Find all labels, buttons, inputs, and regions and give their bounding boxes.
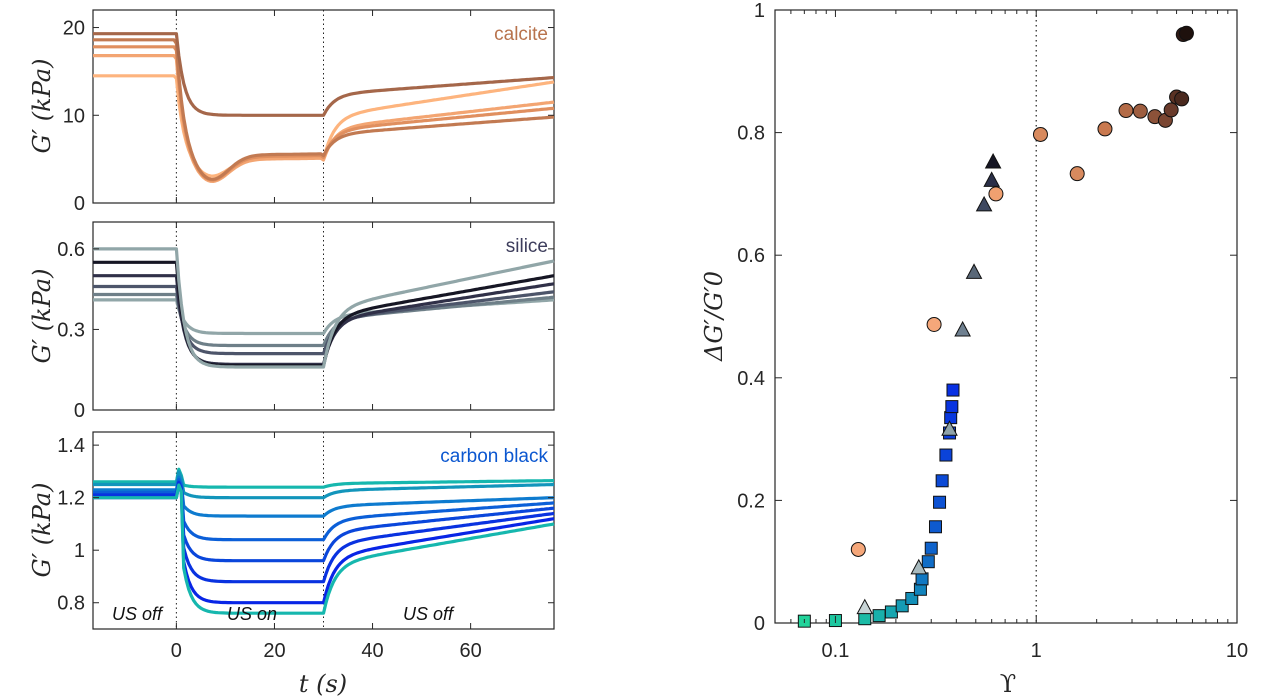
point-carbon-11 [928,520,942,534]
point-carbon-2 [858,612,872,626]
point-calcite-10 [1163,102,1179,118]
silice-series-2 [93,284,555,356]
point-silice-0 [856,598,874,615]
time-xtick-label-1: 20 [263,640,285,662]
point-silice-7 [984,152,1002,169]
calcite-series-4 [93,32,555,117]
point-calcite-4 [1069,166,1085,182]
master-ytick-label-0: 0 [754,613,765,635]
time-xtick-label-3: 60 [460,640,482,662]
master-ytick-label-3: 0.6 [737,245,765,267]
master-ytick-label-1: 0.2 [737,490,765,512]
silice-ytick-label-2: 0.6 [57,239,85,261]
point-carbon-12 [933,495,947,509]
annotation-us-on: US on [227,604,277,624]
carbon-ytick-label-0: 0.8 [57,593,85,615]
calcite-ytick-label-0: 0 [74,193,85,215]
point-silice-4 [965,263,983,279]
time-xtick-label-0: 0 [171,640,182,662]
panel-carbon-black: carbon black 0.8 1 1.2 1.4 0 20 40 60 US off U… [28,431,555,698]
carbon-series-0 [93,467,554,489]
point-carbon-18 [946,383,960,397]
point-calcite-1 [926,316,942,332]
master-ylabel: ΔG′/G′0 [700,271,728,362]
point-calcite-7 [1132,103,1148,119]
point-calcite-14 [1178,25,1194,41]
master-ytick-label-4: 0.8 [737,123,765,145]
point-calcite-5 [1097,121,1113,137]
point-carbon-4 [884,605,898,619]
point-carbon-3 [872,609,886,623]
calcite-ytick-label-1: 10 [63,105,85,127]
panel-master: 0 0.2 0.4 0.6 0.8 1 0.1 1 10 ΔG′/G′0 ϒ [700,0,1248,698]
point-calcite-0 [850,541,866,557]
point-carbon-10 [924,541,938,555]
carbon-series-7 [93,483,555,615]
point-silice-1 [910,558,928,575]
master-xtick-label-2: 10 [1226,640,1248,662]
calcite-series-2 [93,45,555,182]
point-silice-3 [954,320,971,337]
silice-ylabel: G′ (kPa) [28,269,56,364]
silice-series-1 [93,292,555,348]
carbon-series-3 [93,478,555,542]
calcite-ytick-label-2: 20 [63,18,85,40]
point-silice-2 [941,420,958,436]
carbon-series-5 [93,480,555,584]
point-calcite-3 [1032,126,1048,142]
point-carbon-14 [939,448,953,462]
point-carbon-8 [915,572,929,586]
carbon-series-1 [93,470,555,500]
point-carbon-16 [944,411,958,425]
annotation-us-off-1: US off [112,604,164,624]
panel-silice: silice 0 0.3 0.6 G′ (kPa) [28,221,555,422]
calcite-ylabel: G′ (kPa) [28,59,56,154]
master-xlabel: ϒ [1000,670,1016,698]
annotation-us-off-2: US off [403,604,455,624]
carbon-ylabel: G′ (kPa) [28,483,56,578]
master-xtick-label-1: 1 [1031,640,1042,662]
carbon-ytick-label-3: 1.4 [57,435,85,457]
master-ytick-label-2: 0.4 [737,368,765,390]
point-carbon-5 [895,599,909,613]
point-carbon-13 [935,474,949,488]
silice-series-5 [93,247,555,369]
master-frame [774,9,1238,624]
time-xlabel: t (s) [299,670,347,698]
carbon-ytick-label-2: 1.2 [57,488,85,510]
calcite-title: calcite [494,24,548,45]
point-silice-5 [975,195,993,212]
silice-ytick-label-1: 0.3 [57,319,85,341]
silice-ytick-label-0: 0 [74,400,85,422]
carbon-title: carbon black [440,446,548,467]
point-calcite-6 [1118,103,1134,119]
calcite-series-3 [93,38,555,181]
calcite-series-1 [93,54,555,183]
master-ytick-label-5: 1 [754,0,765,22]
carbon-ytick-label-1: 1 [74,540,85,562]
panel-calcite: calcite 0 10 20 G′ (kPa) [28,9,555,215]
master-xtick-label-0: 0.1 [822,640,850,662]
carbon-series-2 [93,475,555,518]
time-xtick-label-2: 40 [361,640,383,662]
point-silice-6 [983,171,1001,187]
point-carbon-9 [921,555,935,569]
point-carbon-17 [945,400,959,414]
point-calcite-12 [1174,91,1190,107]
point-calcite-2 [988,186,1004,202]
silice-title: silice [506,236,548,257]
